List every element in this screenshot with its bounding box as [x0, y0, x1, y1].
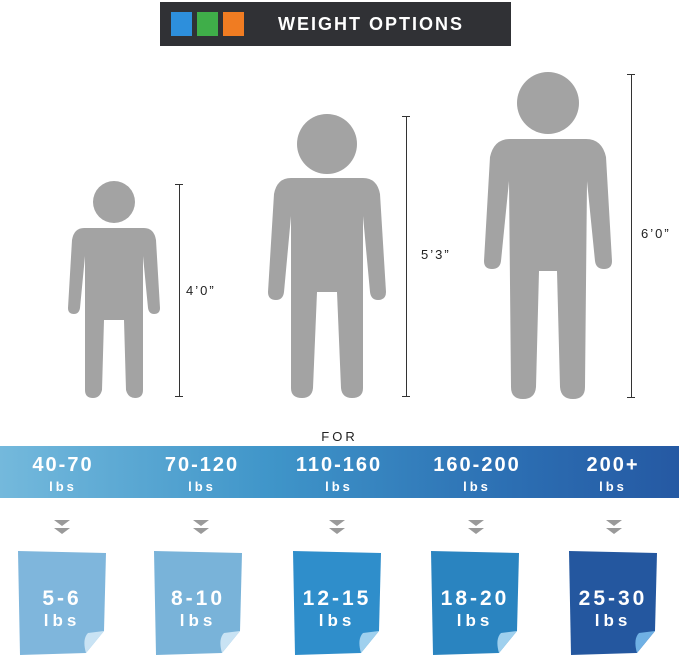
option-weight: 25-30 [578, 587, 648, 610]
height-tick [627, 397, 635, 398]
range-value: 110-160 [295, 454, 383, 476]
range-cell: 40-70 lbs [0, 446, 131, 498]
range-cell: 200+ lbs [545, 446, 679, 498]
range-value: 40-70 [32, 454, 94, 476]
range-cell: 70-120 lbs [134, 446, 270, 498]
range-value: 200+ [586, 454, 640, 476]
card-shape [154, 551, 242, 655]
weight-option-card[interactable]: 12-15 lbs [291, 549, 383, 657]
for-label: FOR [321, 429, 358, 444]
option-unit: lbs [594, 611, 632, 630]
teen-figure-icon [268, 114, 386, 398]
height-tick [175, 184, 183, 185]
header-banner: WEIGHT OPTIONS [160, 2, 511, 46]
double-chevron-down-icon [606, 520, 622, 534]
height-tick [627, 74, 635, 75]
double-chevron-down-icon [329, 520, 345, 534]
range-cell: 110-160 lbs [271, 446, 407, 498]
range-unit: lbs [188, 479, 216, 494]
range-unit: lbs [599, 479, 627, 494]
blue-square [171, 12, 192, 36]
option-unit: lbs [43, 611, 81, 630]
height-tick [175, 396, 183, 397]
option-weight: 12-15 [302, 587, 372, 610]
green-square [197, 12, 218, 36]
range-cell: 160-200 lbs [409, 446, 545, 498]
weight-option-card[interactable]: 5-6 lbs [16, 549, 108, 657]
double-chevron-down-icon [468, 520, 484, 534]
card-shape [293, 551, 381, 655]
height-label-adult: 6’0” [641, 226, 671, 241]
height-label-child: 4’0” [186, 283, 216, 298]
option-unit: lbs [179, 611, 217, 630]
card-shape [569, 551, 657, 655]
adult-figure-icon [484, 72, 612, 399]
height-tick [402, 396, 410, 397]
height-tick [402, 116, 410, 117]
card-shape [18, 551, 106, 655]
range-value: 160-200 [433, 454, 521, 476]
double-chevron-down-icon [54, 520, 70, 534]
weight-option-card[interactable]: 8-10 lbs [152, 549, 244, 657]
height-line [631, 74, 632, 398]
option-unit: lbs [318, 611, 356, 630]
range-unit: lbs [325, 479, 353, 494]
card-shape [431, 551, 519, 655]
orange-square [223, 12, 244, 36]
height-line [406, 116, 407, 397]
option-weight: 5-6 [42, 587, 82, 610]
double-chevron-down-icon [193, 520, 209, 534]
range-value: 70-120 [164, 454, 240, 476]
option-weight: 8-10 [170, 587, 226, 610]
option-unit: lbs [456, 611, 494, 630]
weight-option-card[interactable]: 25-30 lbs [567, 549, 659, 657]
option-weight: 18-20 [440, 587, 510, 610]
child-figure-icon [68, 181, 160, 398]
height-line [179, 184, 180, 397]
range-unit: lbs [49, 479, 77, 494]
height-label-teen: 5’3” [421, 247, 451, 262]
weight-option-card[interactable]: 18-20 lbs [429, 549, 521, 657]
weight-range-band: 40-70 lbs 70-120 lbs 110-160 lbs 160-200… [0, 446, 679, 498]
header-title: WEIGHT OPTIONS [278, 14, 465, 34]
range-unit: lbs [463, 479, 491, 494]
